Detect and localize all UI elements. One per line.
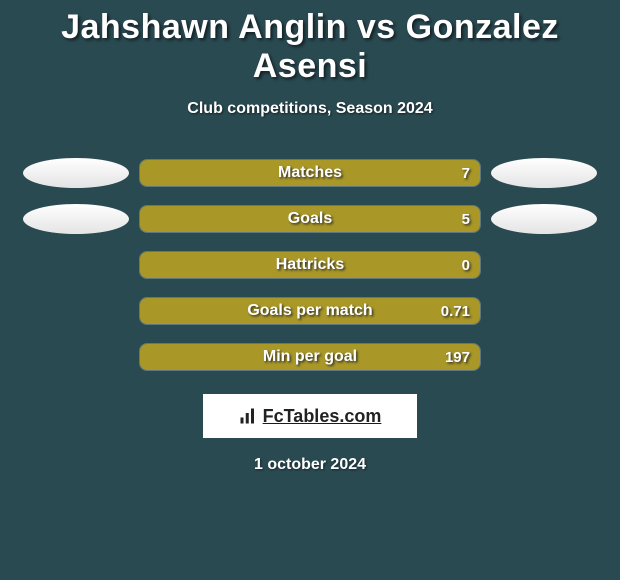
- oval-icon: [23, 204, 129, 234]
- bar-chart-icon: [239, 407, 257, 425]
- stat-value-right: 197: [435, 344, 480, 370]
- oval-icon: [491, 158, 597, 188]
- left-oval-slot: [23, 158, 129, 188]
- stat-row: Goals 5: [0, 196, 620, 242]
- comparison-infographic: Jahshawn Anglin vs Gonzalez Asensi Club …: [0, 0, 620, 580]
- stat-bar: Min per goal 197: [139, 343, 481, 371]
- left-oval-slot: [23, 296, 129, 326]
- stat-row: Min per goal 197: [0, 334, 620, 380]
- page-subtitle: Club competitions, Season 2024: [0, 100, 620, 118]
- stat-bar: Matches 7: [139, 159, 481, 187]
- right-oval-slot: [491, 204, 597, 234]
- date-text: 1 october 2024: [0, 456, 620, 474]
- stat-row: Hattricks 0: [0, 242, 620, 288]
- stat-label: Hattricks: [140, 252, 480, 278]
- logo-text: FcTables.com: [263, 406, 382, 427]
- stat-value-right: 0: [452, 252, 480, 278]
- right-oval-slot: [491, 296, 597, 326]
- stat-row: Goals per match 0.71: [0, 288, 620, 334]
- right-oval-slot: [491, 342, 597, 372]
- stat-row: Matches 7: [0, 150, 620, 196]
- stat-label: Min per goal: [140, 344, 480, 370]
- fctables-link[interactable]: FcTables.com: [203, 394, 417, 438]
- page-title: Jahshawn Anglin vs Gonzalez Asensi: [0, 0, 620, 86]
- right-oval-slot: [491, 250, 597, 280]
- left-oval-slot: [23, 250, 129, 280]
- oval-icon: [23, 158, 129, 188]
- stat-label: Matches: [140, 160, 480, 186]
- left-oval-slot: [23, 204, 129, 234]
- right-oval-slot: [491, 158, 597, 188]
- stat-bar: Goals per match 0.71: [139, 297, 481, 325]
- stat-label: Goals per match: [140, 298, 480, 324]
- stat-bar: Hattricks 0: [139, 251, 481, 279]
- stats-block: Matches 7 Goals 5: [0, 150, 620, 380]
- stat-bar: Goals 5: [139, 205, 481, 233]
- oval-icon: [491, 204, 597, 234]
- left-oval-slot: [23, 342, 129, 372]
- stat-value-right: 7: [452, 160, 480, 186]
- stat-value-right: 5: [452, 206, 480, 232]
- stat-value-right: 0.71: [431, 298, 480, 324]
- stat-label: Goals: [140, 206, 480, 232]
